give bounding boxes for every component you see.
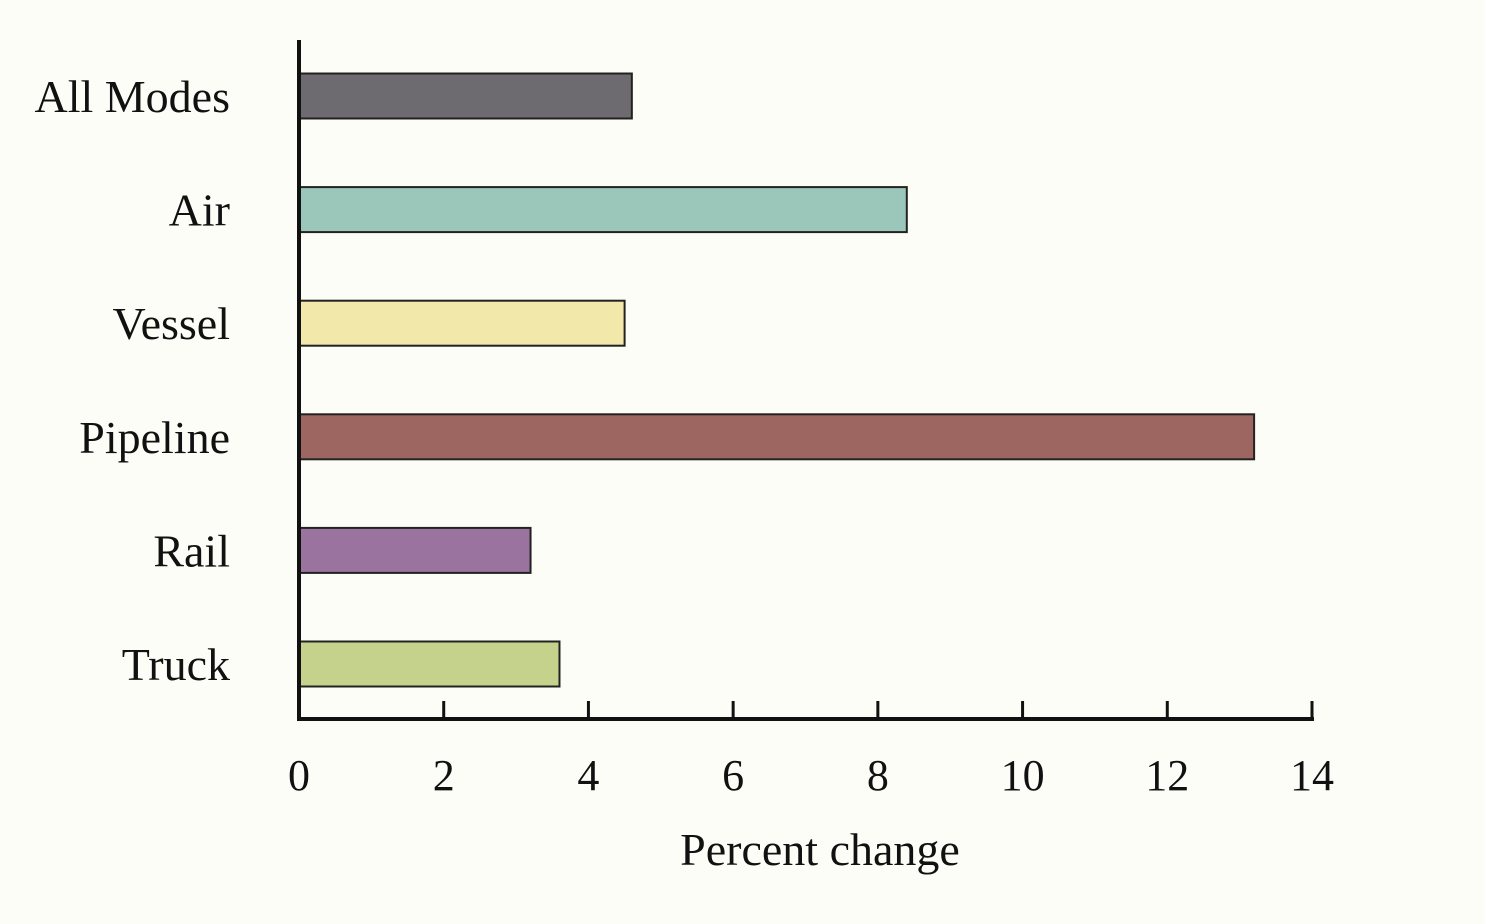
x-tick-label-4: 4: [577, 751, 599, 800]
x-tick-label-0: 0: [288, 751, 310, 800]
category-label-pipeline: Pipeline: [79, 412, 230, 463]
x-tick-label-6: 6: [722, 751, 744, 800]
x-tick-label-12: 12: [1145, 751, 1189, 800]
category-label-air: Air: [169, 185, 230, 236]
x-tick-label-14: 14: [1290, 751, 1334, 800]
labels-group: All Modes Air Vessel Pipeline Rail Truck 0 2 4 6 8…: [35, 71, 1335, 800]
bar-pipeline: [298, 413, 1256, 461]
category-label-rail: Rail: [153, 525, 230, 576]
bar-rail: [298, 526, 532, 574]
axes-group: [297, 40, 1314, 721]
category-label-truck: Truck: [122, 639, 230, 690]
x-axis-title: Percent change: [680, 824, 960, 875]
bar-all-modes: [298, 72, 633, 120]
bar-vessel: [298, 299, 626, 347]
category-label-all-modes: All Modes: [35, 71, 231, 122]
category-label-vessel: Vessel: [112, 298, 230, 349]
x-tick-label-8: 8: [867, 751, 889, 800]
bar-truck: [298, 640, 561, 688]
x-tick-label-2: 2: [433, 751, 455, 800]
bars-group: [298, 72, 1256, 688]
x-tick-label-10: 10: [1001, 751, 1045, 800]
bar-air: [298, 186, 908, 234]
